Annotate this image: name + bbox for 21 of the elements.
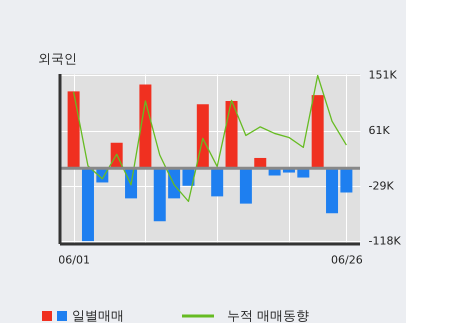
y-tick-label: -29K: [368, 180, 394, 193]
y-tick-label: 61K: [368, 124, 390, 138]
bar: [196, 104, 209, 168]
bar: [68, 91, 80, 168]
legend-label: 일별매매: [72, 309, 124, 323]
bar: [340, 168, 352, 192]
bar: [154, 168, 166, 222]
legend-label: 누적 매매동향: [227, 309, 310, 323]
bar: [326, 168, 338, 214]
bar: [82, 168, 94, 242]
bar: [226, 100, 238, 168]
x-tick-label: 06/26: [331, 254, 363, 266]
line-series: [72, 74, 348, 202]
bar: [211, 168, 224, 196]
x-tick-label: 06/01: [58, 254, 90, 266]
y-tick-label: 151K: [368, 68, 398, 82]
chart-title: 외국인: [38, 52, 77, 67]
bar: [312, 95, 324, 168]
y-tick-label: -118K: [368, 234, 402, 248]
bar: [139, 84, 152, 168]
bar: [240, 168, 252, 204]
